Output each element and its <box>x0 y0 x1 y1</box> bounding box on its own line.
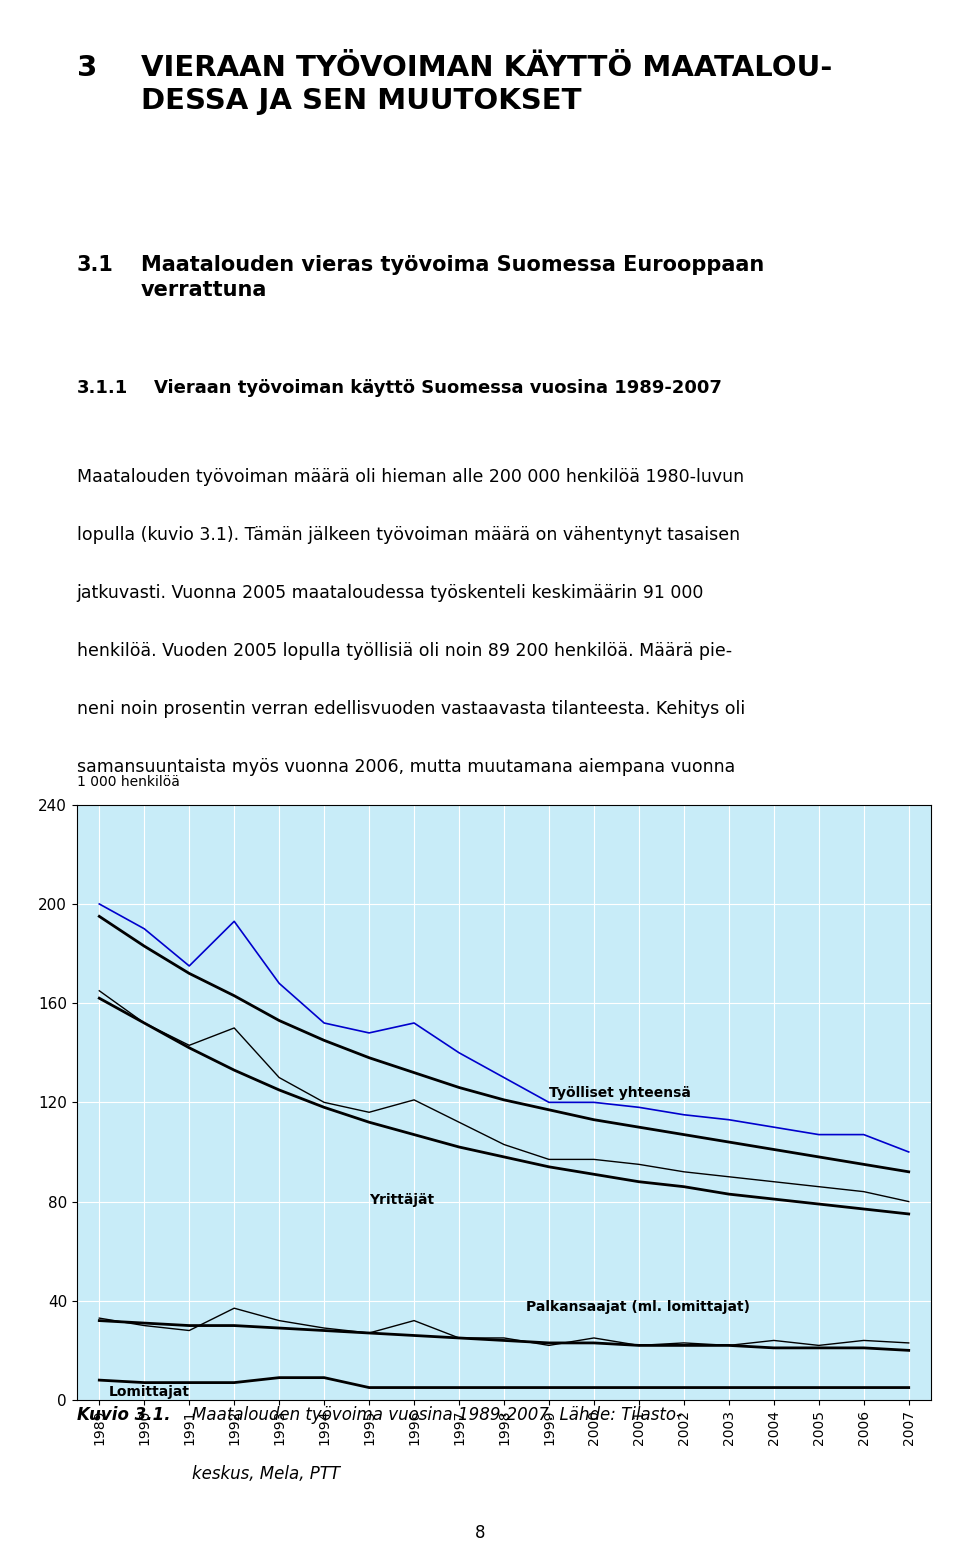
Text: 3.1: 3.1 <box>77 256 113 276</box>
Text: 3.1.1: 3.1.1 <box>77 380 128 397</box>
Text: Vieraan työvoiman käyttö Suomessa vuosina 1989-2007: Vieraan työvoiman käyttö Suomessa vuosin… <box>154 380 722 397</box>
Text: Työlliset yhteensä: Työlliset yhteensä <box>549 1087 691 1100</box>
Text: henkilöä. Vuoden 2005 lopulla työllisiä oli noin 89 200 henkilöä. Määrä pie-: henkilöä. Vuoden 2005 lopulla työllisiä … <box>77 642 732 660</box>
Text: työllisten määrä vähentyi voimakkaammin (Tilastokeskus).: työllisten määrä vähentyi voimakkaammin … <box>77 817 590 834</box>
Text: samansuuntaista myös vuonna 2006, mutta muutamana aiempana vuonna: samansuuntaista myös vuonna 2006, mutta … <box>77 758 735 777</box>
Text: Maatalouden työvoiman määrä oli hieman alle 200 000 henkilöä 1980-luvun: Maatalouden työvoiman määrä oli hieman a… <box>77 468 744 487</box>
Text: VIERAAN TYÖVOIMAN KÄYTTÖ MAATALOU-
DESSA JA SEN MUUTOKSET: VIERAAN TYÖVOIMAN KÄYTTÖ MAATALOU- DESSA… <box>141 54 832 115</box>
Text: jatkuvasti. Vuonna 2005 maataloudessa työskenteli keskimäärin 91 000: jatkuvasti. Vuonna 2005 maataloudessa ty… <box>77 584 705 603</box>
Text: 8: 8 <box>475 1524 485 1542</box>
Text: 1 000 henkilöä: 1 000 henkilöä <box>77 775 180 789</box>
Text: neni noin prosentin verran edellisvuoden vastaavasta tilanteesta. Kehitys oli: neni noin prosentin verran edellisvuoden… <box>77 701 745 718</box>
Text: Palkansaajat (ml. lomittajat): Palkansaajat (ml. lomittajat) <box>526 1300 751 1314</box>
Text: Maatalouden vieras työvoima Suomessa Eurooppaan
verrattuna: Maatalouden vieras työvoima Suomessa Eur… <box>141 256 764 301</box>
Text: Lomittajat: Lomittajat <box>108 1386 189 1400</box>
Text: Kuvio 3.1.: Kuvio 3.1. <box>77 1406 171 1424</box>
Text: Yrittäjät: Yrittäjät <box>369 1194 434 1207</box>
Text: lopulla (kuvio 3.1). Tämän jälkeen työvoiman määrä on vähentynyt tasaisen: lopulla (kuvio 3.1). Tämän jälkeen työvo… <box>77 525 740 544</box>
Text: Maatalouden työvoima vuosina 1989-2007. Lähde: Tilasto-: Maatalouden työvoima vuosina 1989-2007. … <box>192 1406 683 1424</box>
Text: keskus, Mela, PTT: keskus, Mela, PTT <box>192 1465 340 1483</box>
Text: 3: 3 <box>77 54 97 82</box>
